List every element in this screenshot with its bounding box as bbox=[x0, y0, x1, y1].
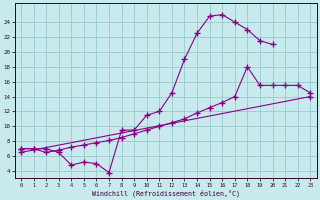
X-axis label: Windchill (Refroidissement éolien,°C): Windchill (Refroidissement éolien,°C) bbox=[92, 189, 240, 197]
